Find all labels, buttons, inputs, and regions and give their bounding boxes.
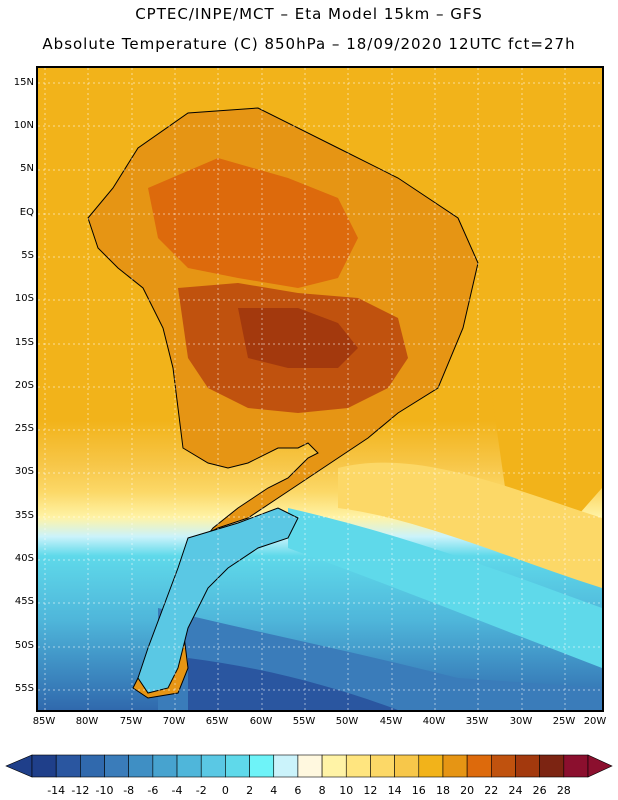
colorbar-swatch (176, 754, 202, 778)
colorbar-swatch (200, 754, 226, 778)
colorbar-swatch (466, 754, 492, 778)
colorbar-tick-label: 0 (222, 784, 229, 797)
colorbar-swatch (515, 754, 540, 778)
lat-label: EQ (19, 207, 34, 218)
colorbar-tick-label: 4 (270, 784, 277, 797)
colorbar-tick-label: 22 (484, 784, 498, 797)
colorbar-swatch (297, 754, 323, 778)
lat-label: 30S (14, 466, 34, 477)
colorbar-swatch (321, 754, 347, 778)
chart-title-line2: Absolute Temperature (C) 850hPa – 18/09/… (42, 35, 576, 53)
chart-title-line1: CPTEC/INPE/MCT – Eta Model 15km – GFS (135, 5, 483, 23)
lon-label: 25W (552, 716, 576, 727)
colorbar-swatch (225, 754, 250, 778)
colorbar-swatch (104, 754, 129, 778)
colorbar-swatch (394, 754, 420, 778)
lat-label: 35S (14, 510, 34, 521)
colorbar-tick-label: 2 (246, 784, 253, 797)
colorbar-tick-label: 16 (412, 784, 426, 797)
east-warm-band (488, 68, 602, 538)
colorbar-tick-label: -6 (147, 784, 158, 797)
east-cool-band (288, 508, 602, 668)
colorbar-tick-label: -8 (123, 784, 134, 797)
colorbar-right-arrow (587, 754, 613, 778)
colorbar-swatch (152, 754, 178, 778)
lon-label: 60W (249, 716, 273, 727)
interior-hot-1 (148, 158, 358, 288)
map-canvas (38, 68, 602, 710)
colorbar-tick-label: -4 (172, 784, 183, 797)
colorbar-left-arrow (5, 754, 33, 778)
colorbar-tick-label: -2 (196, 784, 207, 797)
lat-label: 25S (14, 423, 34, 434)
lat-label: 10N (13, 120, 34, 131)
colorbar-swatch (80, 754, 105, 778)
colorbar-ticks: -14 -12 -10 -8 -6 -4 -2 0 2 4 6 8 10 12 14 16 18 20 22 24 26… (47, 784, 571, 797)
lat-label: 50S (14, 640, 34, 651)
colorbar-tick-label: -12 (71, 784, 89, 797)
colorbar-swatch (491, 754, 516, 778)
colorbar-tick-label: 14 (388, 784, 402, 797)
lon-label: 40W (422, 716, 446, 727)
colorbar-swatch (249, 754, 275, 778)
colorbar-swatch (539, 754, 565, 778)
colorbar-swatch (370, 754, 395, 778)
colorbar: -14 -12 -10 -8 -6 -4 -2 0 2 4 6 8 10 12 14 16 18 20 22 24 26… (5, 754, 613, 797)
lat-label: 45S (14, 596, 34, 607)
lat-label: 10S (14, 293, 34, 304)
colorbar-tick-label: 8 (319, 784, 326, 797)
colorbar-tick-label: 12 (363, 784, 377, 797)
colorbar-tick-label: -14 (47, 784, 65, 797)
lat-label: 5S (21, 250, 34, 261)
lon-label: 85W (32, 716, 56, 727)
graticule (38, 68, 602, 710)
colorbar-swatch (418, 754, 444, 778)
lon-label: 75W (119, 716, 143, 727)
lon-label: 50W (335, 716, 359, 727)
colorbar-swatch (345, 754, 371, 778)
lat-label: 15S (14, 337, 34, 348)
colorbar-swatch (442, 754, 468, 778)
colorbar-tick-label: 10 (339, 784, 353, 797)
lat-label: 40S (14, 553, 34, 564)
colorbar-swatch (563, 754, 589, 778)
lat-label: 5N (20, 163, 34, 174)
lon-label: 70W (162, 716, 186, 727)
colorbar-swatch (273, 754, 299, 778)
lat-label: 55S (14, 683, 34, 694)
colorbar-swatch (31, 754, 57, 778)
lon-label: 65W (205, 716, 229, 727)
temperature-map (36, 66, 604, 712)
lon-label: 45W (379, 716, 403, 727)
lat-label: 15N (13, 77, 34, 88)
lon-label: 30W (509, 716, 533, 727)
lat-label: 20S (14, 380, 34, 391)
colorbar-tick-label: 26 (533, 784, 547, 797)
lon-label: 20W (583, 716, 607, 727)
interior-hot-3 (238, 308, 358, 368)
colorbar-tick-label: 28 (557, 784, 571, 797)
southern-deep-cold (188, 658, 398, 710)
colorbar-swatch (55, 754, 81, 778)
colorbar-tick-label: 20 (460, 784, 474, 797)
lon-label: 35W (465, 716, 489, 727)
colorbar-tick-label: 24 (508, 784, 522, 797)
colorbar-tick-label: -10 (96, 784, 114, 797)
lon-label: 55W (292, 716, 316, 727)
colorbar-swatch (128, 754, 154, 778)
colorbar-tick-label: 18 (436, 784, 450, 797)
east-yellow-band (338, 462, 602, 588)
colorbar-tick-label: 6 (294, 784, 301, 797)
colorbar-swatches (5, 754, 613, 778)
lon-label: 80W (75, 716, 99, 727)
